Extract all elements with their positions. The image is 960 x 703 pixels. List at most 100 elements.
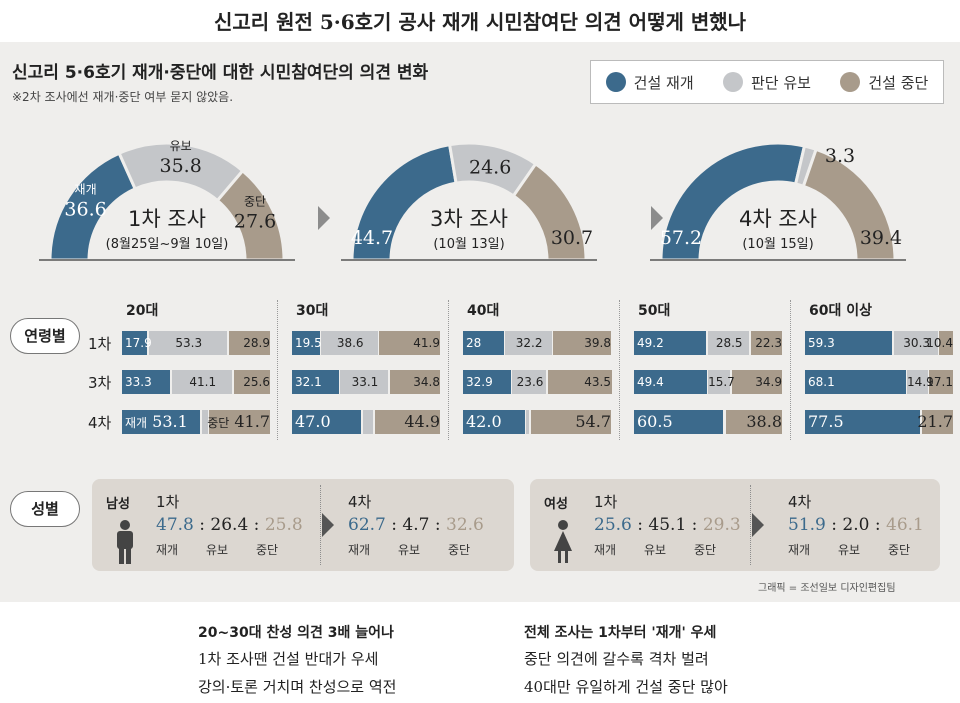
age-bar-label: 19.5: [295, 336, 322, 350]
gender-divider: [750, 485, 751, 565]
legend-label-pending: 판단 유보: [751, 73, 811, 92]
age-bar-segment: [939, 331, 954, 355]
age-bar-label: 중단 41.7: [207, 412, 270, 431]
gauge-1-subtitle: (8월25일~9월 10일): [106, 237, 229, 252]
gender-caption: 중단: [888, 543, 911, 557]
age-bar-segment: [122, 410, 201, 434]
age-bar-segment: [929, 370, 954, 394]
age-bar-label: 21.7: [917, 412, 953, 431]
gender-value: 51.9: [788, 515, 826, 535]
age-bar-segment: [634, 370, 707, 394]
age-bar-segment: [148, 331, 228, 355]
age-bar-label: 23.6: [516, 375, 544, 389]
gauge-2-value-0: 44.7: [351, 227, 393, 249]
gender-label: 여성: [544, 497, 568, 512]
age-bar-label: 38.6: [336, 336, 364, 350]
age-bar-label: 49.4: [637, 375, 664, 389]
age-group-header: 20대: [126, 303, 159, 319]
age-bar-label: 77.5: [808, 412, 844, 431]
age-bar-segment: [292, 410, 361, 434]
age-bar-label: 17.9: [125, 336, 152, 350]
gender-arrow-icon: [322, 513, 334, 537]
gauge-3-title: 4차 조사: [739, 207, 817, 231]
bottom-right-line-1: 중단 의견에 갈수록 격차 벌려: [524, 650, 709, 668]
age-row-label: 3차: [88, 374, 112, 392]
age-bar: 32.1 33.1 34.8: [292, 370, 442, 394]
age-bar-segment: [463, 331, 504, 355]
gender-box-male: 남성 1차 47.8 : 26.4 : 25.8 재개 유보 중단 4차 62.7 : 4.7…: [92, 479, 514, 571]
chart-note: ※2차 조사에선 재개·중단 여부 묻지 않았음.: [12, 90, 234, 104]
age-divider-3: [790, 300, 792, 440]
gauge-2-subtitle: (10월 13일): [433, 237, 504, 252]
age-bar-label: 54.7: [575, 412, 611, 431]
age-bar-segment: [463, 370, 511, 394]
age-group-header: 30대: [296, 303, 329, 319]
age-bar: 77.5 21.7: [805, 410, 955, 434]
gender-caption: 재개: [594, 543, 617, 557]
female-figure-icon: [554, 520, 572, 563]
age-bar-label: 33.3: [125, 375, 152, 389]
age-bar: 47.0 44.9: [292, 410, 442, 434]
gender-captions: 재개 유보 중단: [788, 541, 910, 558]
gender-value: 45.1: [648, 515, 687, 535]
gauge-transition-arrow-1: [651, 206, 663, 230]
gender-label: 남성: [106, 497, 130, 512]
age-bar-label: 42.0: [466, 412, 502, 431]
age-bar: 42.0 54.7: [463, 410, 613, 434]
age-bar-label: 60.5: [637, 412, 673, 431]
gender-value: 46.1: [886, 515, 924, 535]
gauge-1-label-0: 재개: [75, 182, 97, 196]
age-bar-segment: [634, 331, 707, 355]
gauge-1-label-1: 유보: [170, 139, 192, 153]
gauge-transition-arrow-0: [318, 206, 330, 230]
age-bar-segment: [463, 410, 525, 434]
age-bar-label: 28.9: [243, 336, 270, 350]
age-bar-label: 17.1: [926, 375, 953, 389]
age-bar-segment: [228, 331, 271, 355]
gender-round-label: 4차: [348, 493, 372, 511]
gender-value: 29.3: [702, 515, 741, 535]
age-bar-segment: [805, 331, 893, 355]
age-bar-segment: [389, 370, 441, 394]
age-bar-label: 59.3: [808, 336, 835, 350]
age-bar-segment: [209, 410, 271, 434]
age-bar-segment: [379, 331, 441, 355]
age-group-header: 40대: [467, 303, 500, 319]
age-bar-segment: [893, 331, 938, 355]
gender-value: 47.8: [156, 515, 194, 535]
age-bar: 19.5 38.6 41.9: [292, 331, 442, 355]
legend-item-resume: 건설 재개: [605, 72, 694, 93]
age-bar: 17.9 53.3 28.9: [122, 331, 272, 355]
bottom-left-headline: 20~30대 찬성 의견 3배 늘어나: [198, 625, 394, 641]
age-bar: 60.5 38.8: [634, 410, 784, 434]
gender-caption: 유보: [398, 543, 421, 557]
gender-round-label: 1차: [156, 493, 180, 511]
age-bar-segment: [553, 331, 612, 355]
section-label-age: 연령별: [10, 318, 80, 354]
gender-values: 62.7 : 4.7 : 32.6: [348, 515, 484, 535]
age-bar: 32.9 23.6 43.5: [463, 370, 613, 394]
age-bar-label: 49.2: [637, 336, 664, 350]
age-bar-segment: [805, 410, 920, 434]
age-bar-segment: [547, 370, 612, 394]
gauge-3-subtitle: (10월 15일): [742, 237, 813, 252]
gender-value: 25.6: [594, 515, 632, 535]
age-bar-label: 32.9: [466, 375, 493, 389]
age-row-label: 4차: [88, 414, 112, 432]
age-divider-1: [448, 300, 450, 440]
gender-value: 2.0: [842, 515, 870, 535]
gender-value: 26.4: [210, 515, 249, 535]
gauge-1-value-1: 35.8: [160, 155, 202, 177]
age-bar-label: 25.6: [243, 375, 270, 389]
gender-value: 25.8: [264, 515, 303, 535]
age-bar-label: 34.9: [755, 375, 782, 389]
age-bar: 재개 53.1 중단 41.7: [122, 410, 272, 434]
gauge-1-value-2: 27.6: [234, 210, 276, 232]
gender-values: 47.8 : 26.4 : 25.8: [156, 515, 303, 535]
legend-item-pending: 판단 유보: [723, 72, 811, 93]
age-bar-segment: [233, 370, 271, 394]
age-divider-0: [277, 300, 279, 440]
age-bar: 49.2 28.5 22.3: [634, 331, 784, 355]
gauge-2-title: 3차 조사: [430, 207, 508, 231]
gauge-3-value-1: 3.3: [825, 145, 855, 167]
